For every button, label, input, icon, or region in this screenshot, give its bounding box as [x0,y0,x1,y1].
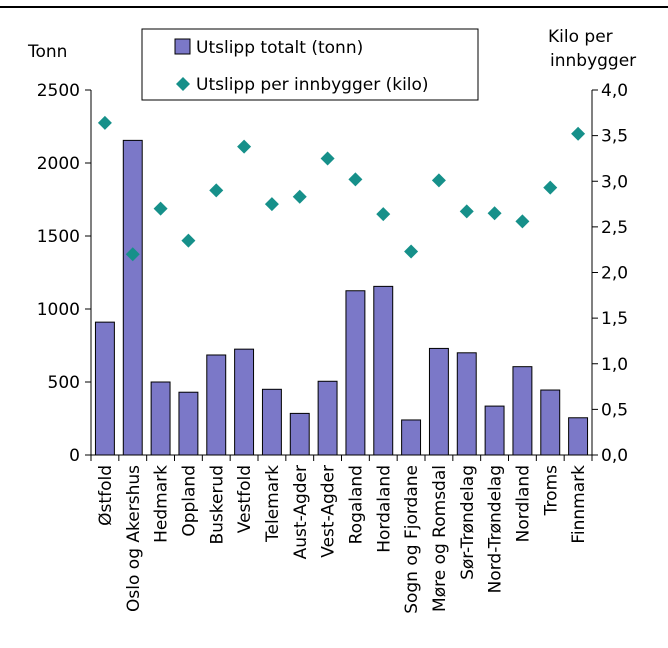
diamond-marker [571,126,586,141]
category-label: Buskerud [207,465,227,545]
bar [484,405,505,456]
diamond-marker [487,206,502,221]
legend-diamond-icon [176,77,190,91]
diamond-marker [264,197,279,212]
right-tick-label: 1,5 [601,309,628,329]
left-tick-label: 2000 [37,154,80,174]
right-tick-label: 2,0 [601,264,628,284]
left-tick-label: 1500 [37,227,80,247]
left-axis: 0 500 1000 1500 2000 2500 [37,81,92,466]
bar [568,417,589,456]
diamond-marker [209,183,224,198]
bars [94,139,589,456]
diamond-marker [404,244,419,259]
category-label: Nordland [513,465,533,542]
category-label: Nord-Trøndelag [486,465,506,593]
left-axis-title: Tonn [27,42,67,62]
diamond-marker [97,115,112,130]
left-tick-label: 2500 [37,81,80,101]
bar [512,366,533,456]
diamond-marker [543,180,558,195]
bar [178,391,199,456]
bar [540,389,561,456]
right-tick-label: 1,0 [601,355,628,375]
category-label: Hedmark [152,465,172,543]
category-label: Troms [541,465,561,516]
bar [317,380,338,456]
bar [234,348,255,456]
diamond-marker [348,172,363,187]
bar [456,352,477,456]
category-label: Vest-Agder [319,465,339,558]
category-label: Oslo og Akershus [124,465,144,612]
right-tick-label: 4,0 [601,81,628,101]
diamond-marker [125,247,140,262]
category-label: Finnmark [569,465,589,544]
left-tick-label: 0 [69,446,80,466]
diamond-marker [181,233,196,248]
left-tick-label: 1000 [37,300,80,320]
category-label: Vestfold [235,465,255,533]
category-label: Sør-Trøndelag [458,465,478,580]
category-label: Hordaland [374,465,394,553]
right-axis: 0,0 0,5 1,0 1,5 2,0 2,5 3,0 3,5 4,0 [591,81,628,466]
category-label: Aust-Agder [291,465,311,559]
diamond-marker [376,207,391,222]
category-label: Rogaland [346,465,366,544]
markers [97,115,586,262]
diamond-marker [431,173,446,188]
right-axis-title: Kilo per innbygger [548,27,636,71]
right-tick-label: 0,5 [601,400,628,420]
category-label: Østfold [96,465,116,526]
category-label: Møre og Romsdal [430,465,450,612]
legend-bar-swatch [174,38,191,55]
legend-bar-label: Utslipp totalt (tonn) [196,38,363,58]
legend-box [141,28,479,101]
right-tick-label: 2,5 [601,218,628,238]
left-tick-label: 500 [48,373,80,393]
bar [206,354,227,456]
bar [289,412,310,456]
category-label: Oppland [179,465,199,537]
diamond-marker [515,214,530,229]
diamond-marker [237,139,252,154]
legend: Utslipp totalt (tonn) Utslipp per innbyg… [141,28,479,101]
x-axis: Østfold Oslo og Akershus Hedmark Oppland Bus… [90,454,593,614]
bar [401,419,422,456]
diamond-marker [459,204,474,219]
diamond-marker [153,201,168,216]
bar [150,381,171,456]
bar [261,388,282,456]
bar [428,347,449,456]
right-tick-label: 3,5 [601,127,628,147]
diamond-marker [320,151,335,166]
right-tick-label: 3,0 [601,172,628,192]
diamond-marker [292,189,307,204]
right-tick-label: 0,0 [601,446,628,466]
category-label: Sogn og Fjordane [402,465,422,614]
bar [345,290,366,456]
bar [94,321,115,456]
bar [122,139,143,456]
bar [373,285,394,456]
category-label: Telemark [263,465,283,543]
legend-marker-label: Utslipp per innbygger (kilo) [196,75,429,95]
